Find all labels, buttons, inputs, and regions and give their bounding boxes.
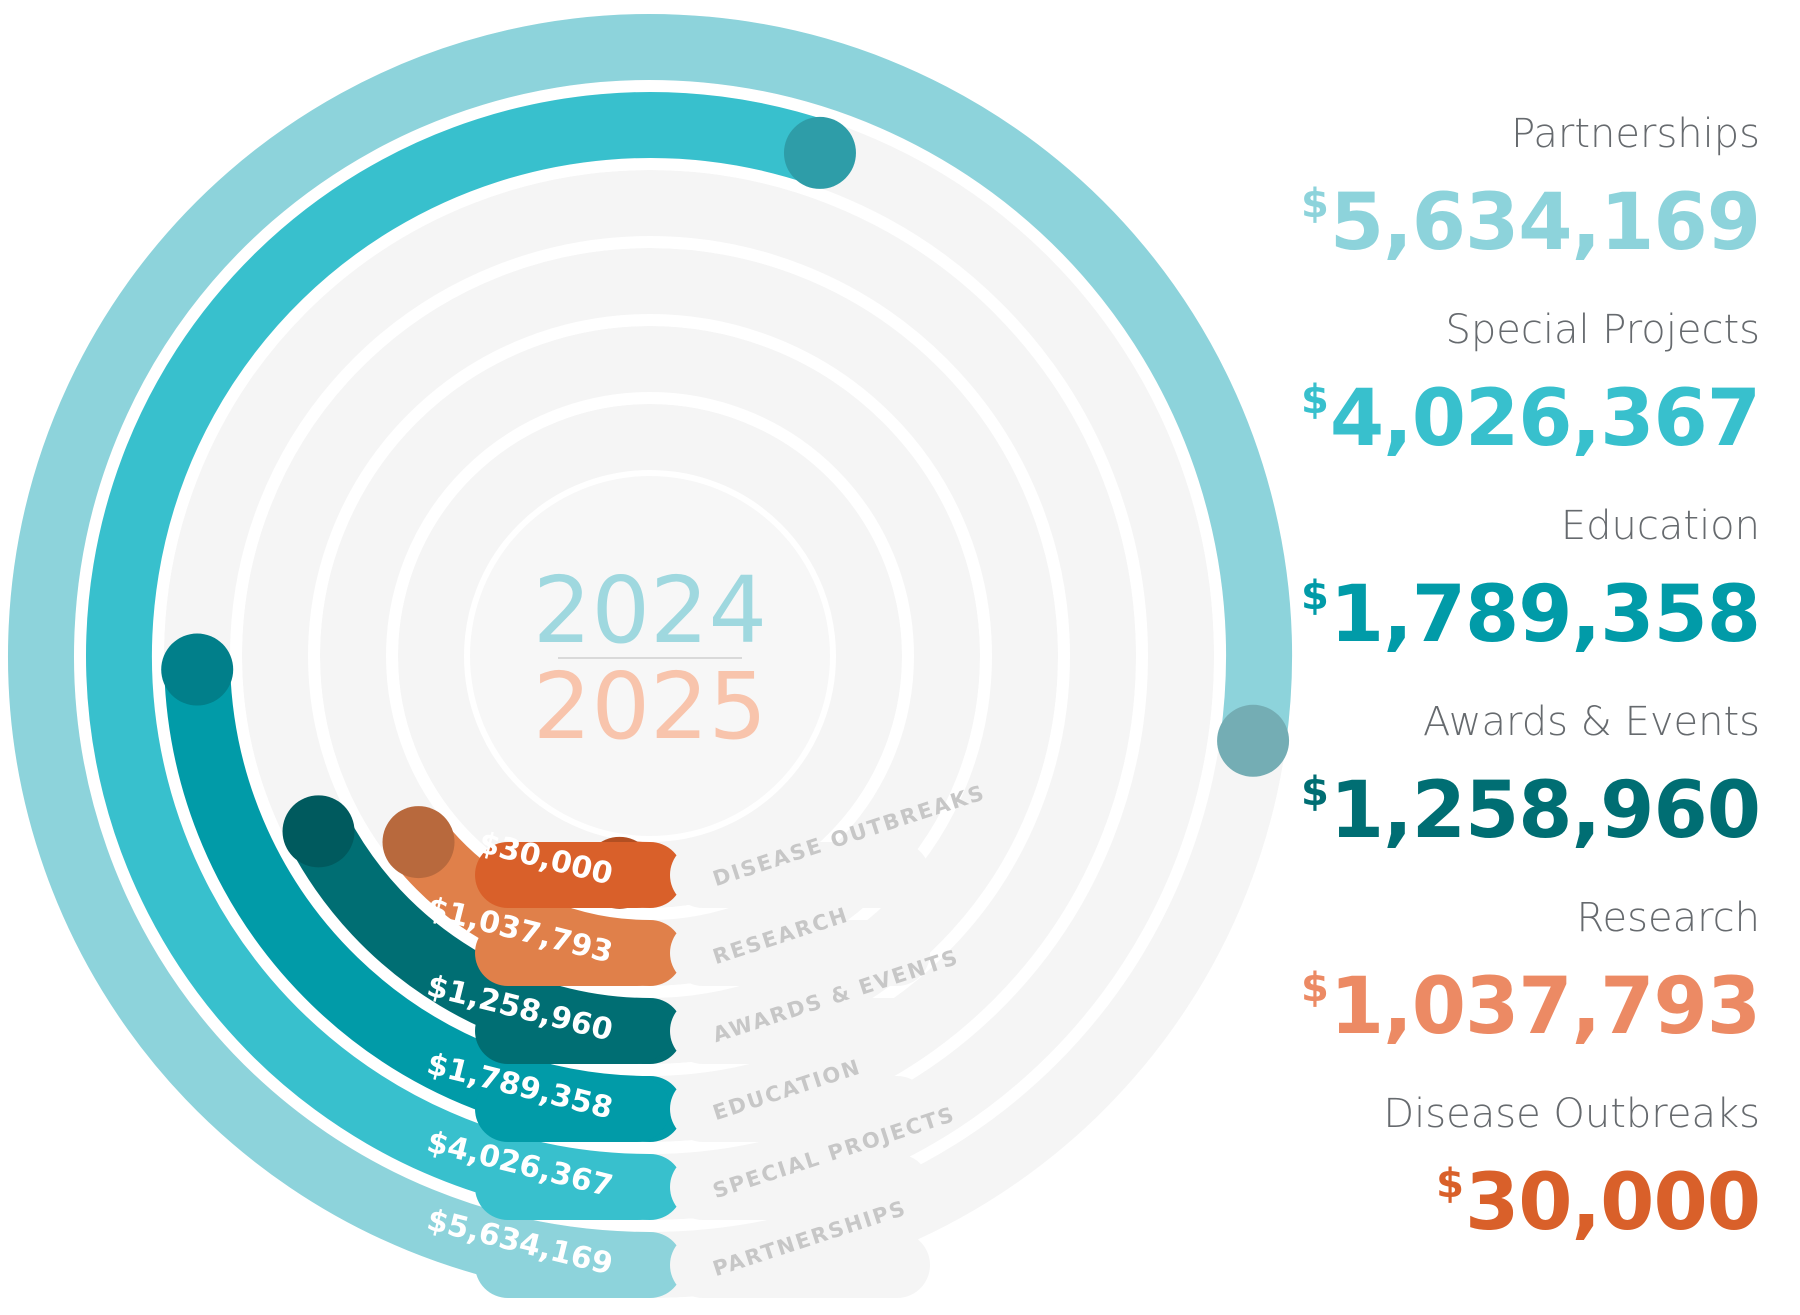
legend-item-special-projects: Special Projects $4,026,367	[1300, 306, 1761, 502]
ring-separator	[158, 164, 1142, 1148]
label-pill	[670, 998, 930, 1064]
currency-symbol: $	[1300, 965, 1329, 1011]
currency-symbol: $	[1300, 181, 1329, 227]
ring-arc-0	[8, 14, 1292, 1298]
ring-separator	[2, 8, 1298, 1304]
year-bottom: 2025	[533, 653, 767, 760]
ring-separator	[314, 320, 986, 992]
legend-item-research: Research $1,037,793	[1300, 894, 1761, 1090]
center-disc	[470, 476, 830, 836]
legend-label: Education	[1560, 503, 1760, 549]
legend-amount-value: 5,634,169	[1329, 178, 1761, 268]
legend-amount: $5,634,169	[1300, 158, 1761, 269]
label-pill	[670, 1154, 930, 1220]
label-pill	[670, 1076, 930, 1142]
value-pill	[475, 1154, 670, 1220]
ring-end-cap	[282, 795, 355, 868]
legend-label: Partnerships	[1511, 111, 1760, 157]
legend-label: Research	[1576, 895, 1760, 941]
ring-end-cap	[382, 806, 455, 879]
currency-symbol: $	[1300, 769, 1329, 815]
value-pill	[475, 998, 670, 1064]
legend-label: Special Projects	[1445, 307, 1760, 353]
legend-amount: $4,026,367	[1300, 354, 1761, 465]
ring-separator	[392, 398, 908, 914]
legend-item-education: Education $1,789,358	[1300, 502, 1761, 698]
legend-amount: $30,000	[1300, 1138, 1761, 1249]
ring-separator	[236, 242, 1064, 1070]
value-strips	[475, 842, 930, 1298]
legend-item-disease-outbreaks: Disease Outbreaks $30,000	[1300, 1090, 1761, 1286]
year-top: 2024	[533, 557, 767, 664]
label-pill	[670, 1232, 930, 1298]
legend-item-partnerships: Partnerships $5,634,169	[1300, 110, 1761, 306]
legend-label: Disease Outbreaks	[1383, 1091, 1760, 1137]
currency-symbol: $	[1300, 377, 1329, 423]
legend-amount-value: 1,789,358	[1329, 570, 1761, 660]
legend-label: Awards & Events	[1423, 699, 1760, 745]
currency-symbol: $	[1300, 573, 1329, 619]
legend-amount-value: 1,258,960	[1329, 766, 1761, 856]
legend-amount: $1,037,793	[1300, 942, 1761, 1053]
value-pill	[475, 920, 670, 986]
ring-end-cap	[161, 633, 234, 706]
ring-arc-1	[86, 92, 853, 1220]
legend-amount: $1,789,358	[1300, 550, 1761, 661]
value-pill	[475, 1076, 670, 1142]
legend-item-awards-events: Awards & Events $1,258,960	[1300, 698, 1761, 894]
label-pill	[670, 842, 930, 908]
legend-amount: $1,258,960	[1300, 746, 1761, 857]
ring-end-cap	[783, 116, 856, 189]
radial-bar-chart: $5,634,169 PARTNERSHIPS$4,026,367 SPECIAL …	[2, 8, 1298, 1304]
ring-end-cap	[1217, 704, 1290, 777]
legend-amount-value: 30,000	[1465, 1158, 1761, 1248]
legend-amount-value: 1,037,793	[1329, 962, 1761, 1052]
currency-symbol: $	[1436, 1161, 1464, 1207]
label-pill	[670, 920, 930, 986]
legend: Partnerships $5,634,169 Special Projects…	[1300, 110, 1761, 1286]
ring-separator	[80, 86, 1220, 1226]
value-pill	[475, 1232, 670, 1298]
value-pill	[475, 842, 670, 908]
legend-amount-value: 4,026,367	[1329, 374, 1761, 464]
